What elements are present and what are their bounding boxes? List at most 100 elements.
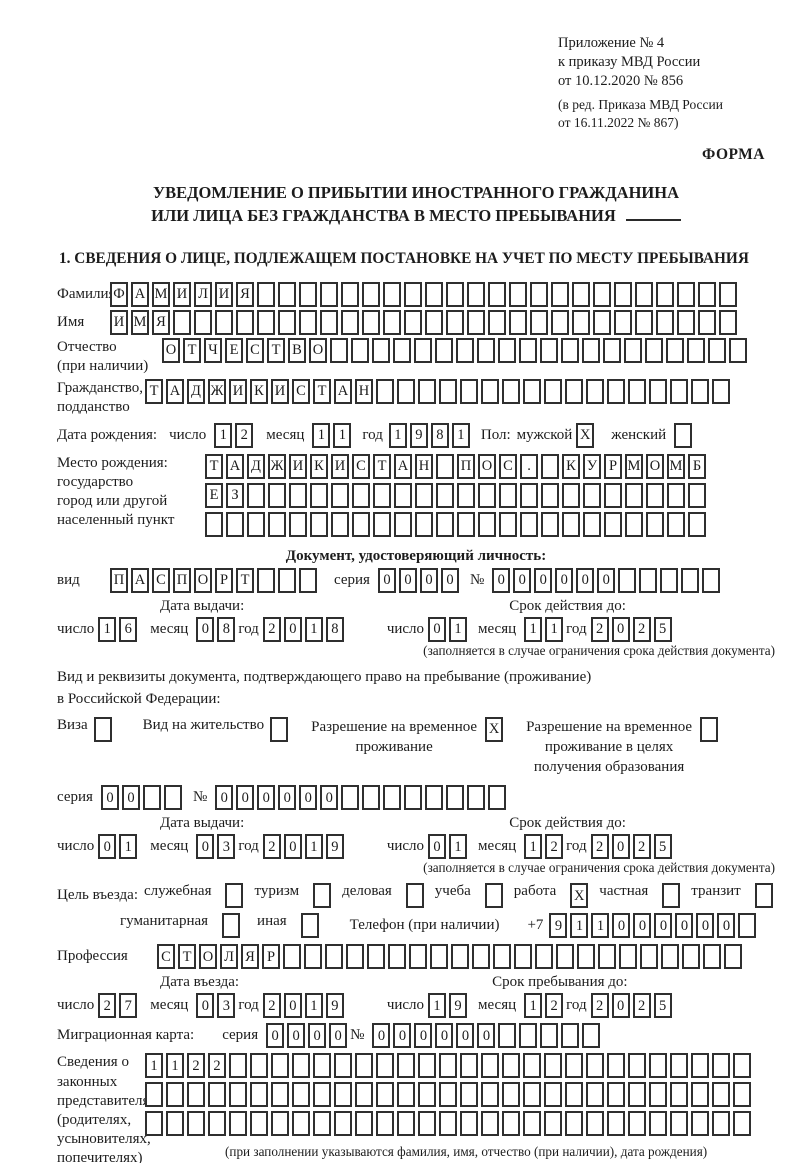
cell-box[interactable]: [670, 378, 688, 404]
cell-box[interactable]: [352, 482, 370, 508]
cell-box[interactable]: [607, 1053, 625, 1079]
cell-box[interactable]: 0: [320, 785, 339, 811]
cell-box[interactable]: [551, 281, 569, 307]
cell-box[interactable]: 2: [262, 616, 281, 642]
cell-box[interactable]: [376, 378, 394, 404]
cell-box[interactable]: [446, 309, 464, 335]
cell-box[interactable]: [397, 378, 415, 404]
cell-box[interactable]: 0: [435, 1023, 454, 1049]
cell-box[interactable]: 0: [419, 567, 438, 593]
cell-box[interactable]: [481, 1082, 499, 1108]
cell-box[interactable]: 0: [717, 913, 736, 939]
cell-box[interactable]: [341, 281, 359, 307]
cell-box[interactable]: Н: [355, 378, 373, 404]
cell-box[interactable]: [583, 482, 601, 508]
cell-box[interactable]: [670, 1053, 688, 1079]
cell-box[interactable]: [614, 281, 632, 307]
cell-box[interactable]: [404, 785, 423, 811]
cell-box[interactable]: [300, 913, 319, 939]
cell-box[interactable]: [194, 309, 212, 335]
cell-box[interactable]: [488, 309, 506, 335]
cell-box[interactable]: Л: [194, 281, 212, 307]
cell-box[interactable]: [418, 1111, 436, 1137]
cell-box[interactable]: [397, 1082, 415, 1108]
cell-box[interactable]: 1: [98, 616, 117, 642]
cell-box[interactable]: 1: [524, 993, 543, 1019]
cell-box[interactable]: 9: [409, 422, 428, 448]
cell-box[interactable]: [313, 1053, 331, 1079]
cell-box[interactable]: [367, 944, 385, 970]
cell-box[interactable]: [257, 309, 275, 335]
cell-box[interactable]: [460, 1111, 478, 1137]
cell-box[interactable]: [229, 1111, 247, 1137]
cell-box[interactable]: [541, 511, 559, 537]
cell-box[interactable]: [628, 378, 646, 404]
cell-box[interactable]: С: [152, 567, 170, 593]
cell-box[interactable]: [646, 511, 664, 537]
cell-box[interactable]: [467, 785, 486, 811]
cell-box[interactable]: [331, 511, 349, 537]
cell-box[interactable]: [478, 482, 496, 508]
cell-box[interactable]: [712, 1111, 730, 1137]
cell-box[interactable]: 0: [440, 567, 459, 593]
cell-box[interactable]: [226, 511, 244, 537]
purpose-checkbox[interactable]: [662, 883, 683, 909]
representatives-line3[interactable]: [145, 1111, 754, 1137]
cell-box[interactable]: [691, 1111, 709, 1137]
cell-box[interactable]: 0: [196, 993, 215, 1019]
cell-box[interactable]: 0: [299, 785, 318, 811]
cell-box[interactable]: [691, 1082, 709, 1108]
cell-box[interactable]: П: [173, 567, 191, 593]
cell-box[interactable]: [376, 1053, 394, 1079]
cell-box[interactable]: [604, 482, 622, 508]
cell-box[interactable]: [662, 883, 681, 909]
cell-box[interactable]: 9: [449, 993, 468, 1019]
cell-box[interactable]: [478, 511, 496, 537]
cell-box[interactable]: 0: [492, 567, 511, 593]
cell-box[interactable]: [405, 883, 424, 909]
cell-box[interactable]: М: [152, 281, 170, 307]
cell-box[interactable]: [383, 281, 401, 307]
cell-box[interactable]: [451, 944, 469, 970]
cell-box[interactable]: 0: [257, 785, 276, 811]
cell-box[interactable]: [488, 785, 507, 811]
cell-box[interactable]: [544, 378, 562, 404]
cell-box[interactable]: 1: [166, 1053, 184, 1079]
cell-box[interactable]: [565, 1053, 583, 1079]
cell-box[interactable]: 5: [653, 834, 672, 860]
cell-box[interactable]: [656, 309, 674, 335]
cell-box[interactable]: [330, 337, 348, 363]
cell-box[interactable]: [733, 1082, 751, 1108]
cell-box[interactable]: [520, 511, 538, 537]
residence-option-checkbox[interactable]: [270, 716, 291, 742]
purpose-checkbox[interactable]: [313, 883, 334, 909]
cell-box[interactable]: И: [331, 453, 349, 479]
cell-box[interactable]: [586, 1082, 604, 1108]
cell-box[interactable]: [247, 482, 265, 508]
cell-box[interactable]: [619, 944, 637, 970]
cell-box[interactable]: [572, 281, 590, 307]
cell-box[interactable]: [460, 1082, 478, 1108]
cell-box[interactable]: [646, 482, 664, 508]
cell-box[interactable]: 0: [555, 567, 574, 593]
cell-box[interactable]: 1: [388, 422, 407, 448]
cell-box[interactable]: Е: [205, 482, 223, 508]
cell-box[interactable]: А: [131, 281, 149, 307]
cell-box[interactable]: [225, 883, 244, 909]
cell-box[interactable]: [446, 281, 464, 307]
cell-box[interactable]: [561, 337, 579, 363]
cell-box[interactable]: [481, 1111, 499, 1137]
cell-box[interactable]: Б: [688, 453, 706, 479]
cell-box[interactable]: [173, 309, 191, 335]
cell-box[interactable]: [519, 337, 537, 363]
cell-box[interactable]: [414, 337, 432, 363]
cell-box[interactable]: [565, 1082, 583, 1108]
